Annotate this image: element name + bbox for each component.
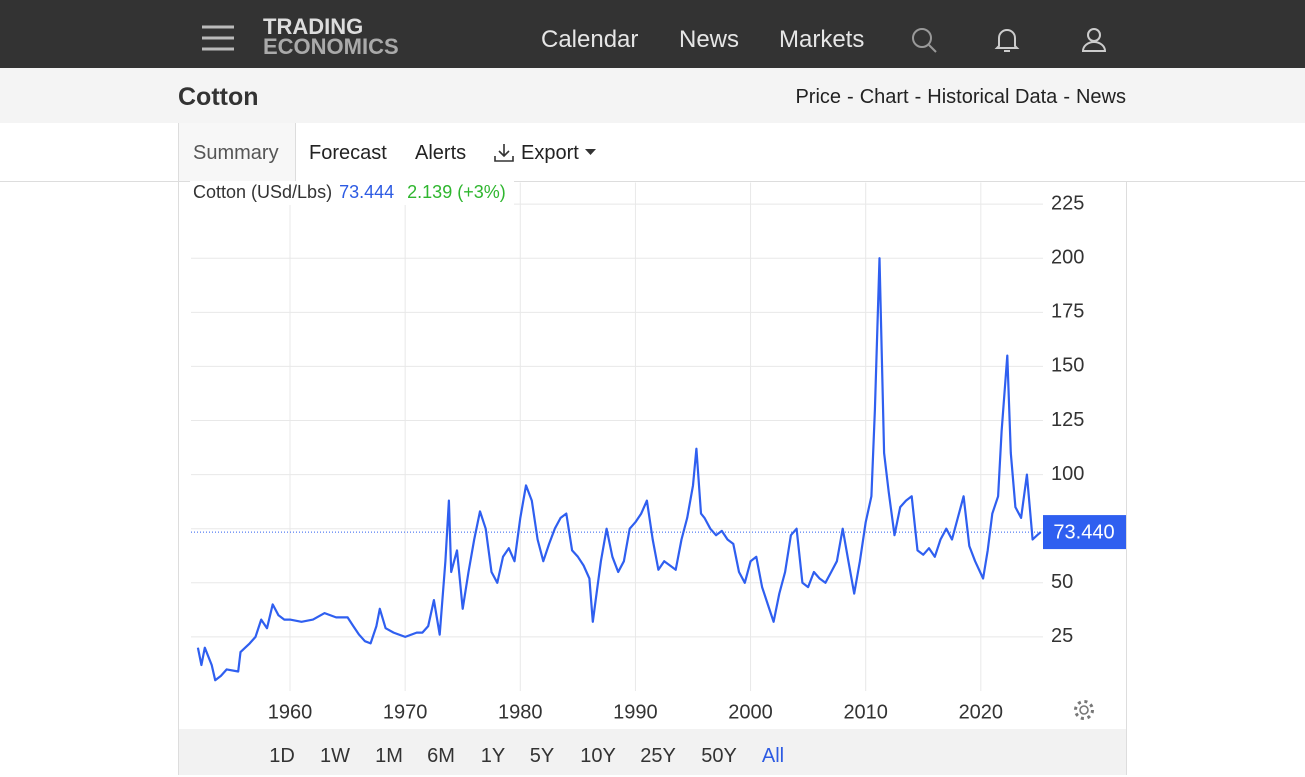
range-button[interactable]: 1Y [480,745,506,767]
change-pct: (+3%) [457,182,506,202]
page-link[interactable]: Historical Data [927,86,1058,108]
range-button[interactable]: 5Y [529,745,555,767]
page-title: Cotton [178,83,259,111]
tab[interactable]: Export [521,142,579,164]
caret [585,149,596,155]
nav-link[interactable]: Calendar [541,26,639,53]
range-button[interactable]: 10Y [580,745,616,767]
range-button[interactable]: 6M [427,745,455,767]
page-link[interactable]: Chart [859,86,909,108]
logo-bottom: ECONOMICS [263,34,399,59]
page-link[interactable]: News [1075,86,1126,108]
range-bar [179,729,1126,775]
range-button[interactable]: 1M [375,745,403,767]
chart-header: Cotton (USd/Lbs) 73.444 2.139 (+3%) [190,181,514,205]
nav-link[interactable]: Markets [779,26,865,53]
x-tick-label: 2000 [728,701,773,723]
x-tick-label: 1990 [613,701,658,723]
tabs-row [0,123,1305,182]
menu-icon[interactable] [200,24,236,52]
bell-icon[interactable] [994,26,1020,54]
price: 73.444 [339,182,395,202]
x-tick-label: 1960 [268,701,313,723]
chart-title: Cotton (USd/Lbs) [193,182,333,202]
change: 2.139 [407,182,453,202]
last-price-tag [1043,515,1126,550]
y-tick-label: 175 [1051,301,1084,323]
price-line [196,257,1042,682]
y-tick-label: 150 [1051,355,1084,377]
separator: - [1063,86,1070,108]
separator: - [847,86,854,108]
range-button[interactable]: All [761,745,785,767]
tab[interactable]: Forecast [309,142,387,164]
settings-icon[interactable] [1072,698,1096,722]
range-button[interactable]: 1D [269,745,295,767]
y-tick-label: 125 [1051,409,1084,431]
last-price-label: 73.440 [1053,521,1114,543]
y-tick-label: 50 [1051,571,1073,593]
x-tick-label: 1970 [383,701,428,723]
x-tick-label: 2010 [843,701,888,723]
user-icon[interactable] [1081,26,1107,54]
logo[interactable]: TRADING ECONOMICS [263,14,399,59]
y-tick-label: 200 [1051,247,1084,269]
range-button[interactable]: 50Y [701,745,737,767]
y-tick-label: 25 [1051,625,1073,647]
y-tick-label: 225 [1051,192,1084,214]
nav-link[interactable]: News [679,26,740,53]
search-icon[interactable] [910,26,938,54]
y-tick-label: 100 [1051,463,1084,485]
active-tab-bg [178,123,296,181]
sub-bar [0,68,1305,123]
download-icon [494,144,514,162]
page-links: Price - Chart - Historical Data - News [795,86,1126,109]
logo-top: TRADING [263,14,364,39]
page-link[interactable]: Price [795,86,842,108]
tab[interactable]: Alerts [415,142,467,164]
tab[interactable]: Summary [193,142,279,164]
x-tick-label: 2020 [959,701,1004,723]
range-button[interactable]: 1W [320,745,350,767]
separator: - [914,86,922,108]
x-tick-label: 1980 [498,701,543,723]
range-button[interactable]: 25Y [640,745,676,767]
